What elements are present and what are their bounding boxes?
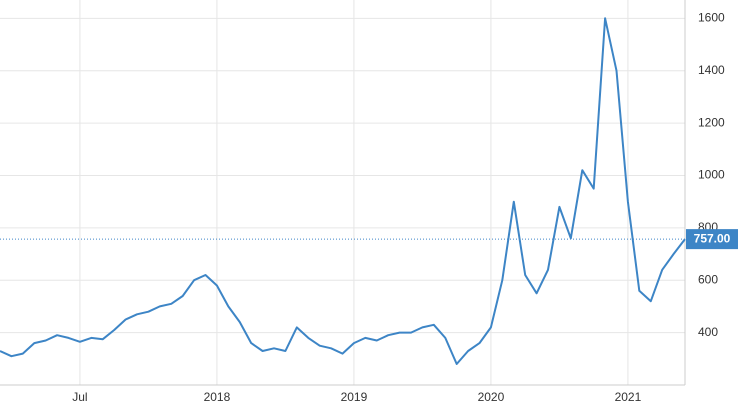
y-tick-label: 1200 xyxy=(698,115,725,129)
y-tick-label: 1000 xyxy=(698,168,725,182)
price-line xyxy=(0,17,686,365)
y-tick-label: 1600 xyxy=(698,11,725,25)
last-value-tag xyxy=(686,229,738,250)
x-tick-label: 2020 xyxy=(478,390,505,404)
last-value-label: 757.00 xyxy=(694,231,731,245)
x-tick-label: 2018 xyxy=(204,390,231,404)
x-tick-label: 2021 xyxy=(615,390,642,404)
y-tick-label: 1400 xyxy=(698,63,725,77)
y-tick-label: 400 xyxy=(698,325,718,339)
y-tick-label: 600 xyxy=(698,272,718,286)
x-tick-label: Jul xyxy=(72,390,87,404)
x-tick-label: 2019 xyxy=(341,390,368,404)
